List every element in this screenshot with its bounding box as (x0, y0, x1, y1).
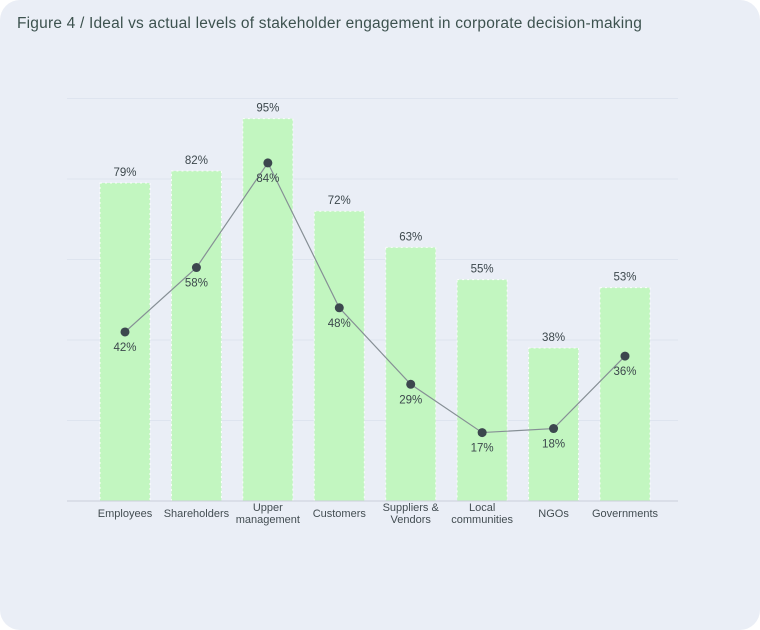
category-label-customers: Customers (313, 508, 367, 520)
point-local-communities (477, 428, 487, 438)
category-label-ngos: NGOs (538, 508, 569, 520)
point-upper-management (263, 158, 273, 168)
bar-employees (99, 182, 151, 502)
bar-value-label-suppliers-vendors: 63% (399, 231, 422, 243)
bar-value-label-employees: 79% (113, 167, 136, 179)
point-value-label-governments: 36% (613, 366, 636, 378)
point-value-label-local-communities: 17% (471, 443, 494, 455)
category-label-local-communities: Local communities (451, 502, 513, 526)
bar-suppliers-vendors (385, 246, 437, 502)
bar-customers (313, 210, 365, 502)
figure-title: Figure 4 / Ideal vs actual levels of sta… (17, 15, 643, 32)
point-value-label-ngos: 18% (542, 439, 565, 451)
bar-value-label-upper-management: 95% (256, 103, 279, 115)
bar-value-label-customers: 72% (328, 195, 351, 207)
bar-value-label-ngos: 38% (542, 332, 565, 344)
bar-value-label-governments: 53% (613, 272, 636, 284)
point-value-label-suppliers-vendors: 29% (399, 394, 422, 406)
point-shareholders (191, 263, 201, 273)
category-label-governments: Governments (592, 508, 659, 520)
point-value-label-shareholders: 58% (185, 278, 208, 290)
bar-upper-management (242, 118, 294, 502)
point-value-label-customers: 48% (328, 318, 351, 330)
category-label-shareholders: Shareholders (164, 508, 230, 520)
category-label-employees: Employees (98, 508, 153, 520)
bar-shareholders (170, 170, 222, 502)
bar-value-label-shareholders: 82% (185, 155, 208, 167)
point-ngos (549, 424, 559, 434)
category-label-upper-management: Upper management (236, 502, 300, 526)
bar-value-label-local-communities: 55% (471, 264, 494, 276)
bar-governments (599, 287, 651, 502)
point-customers (334, 303, 344, 313)
category-label-suppliers-vendors: Suppliers & Vendors (383, 502, 440, 526)
point-employees (120, 327, 130, 337)
point-suppliers-vendors (406, 379, 416, 389)
point-value-label-upper-management: 84% (256, 173, 279, 185)
actual-line (124, 161, 626, 434)
bar-local-communities (456, 279, 508, 502)
point-governments (620, 351, 630, 361)
point-value-label-employees: 42% (113, 342, 136, 354)
